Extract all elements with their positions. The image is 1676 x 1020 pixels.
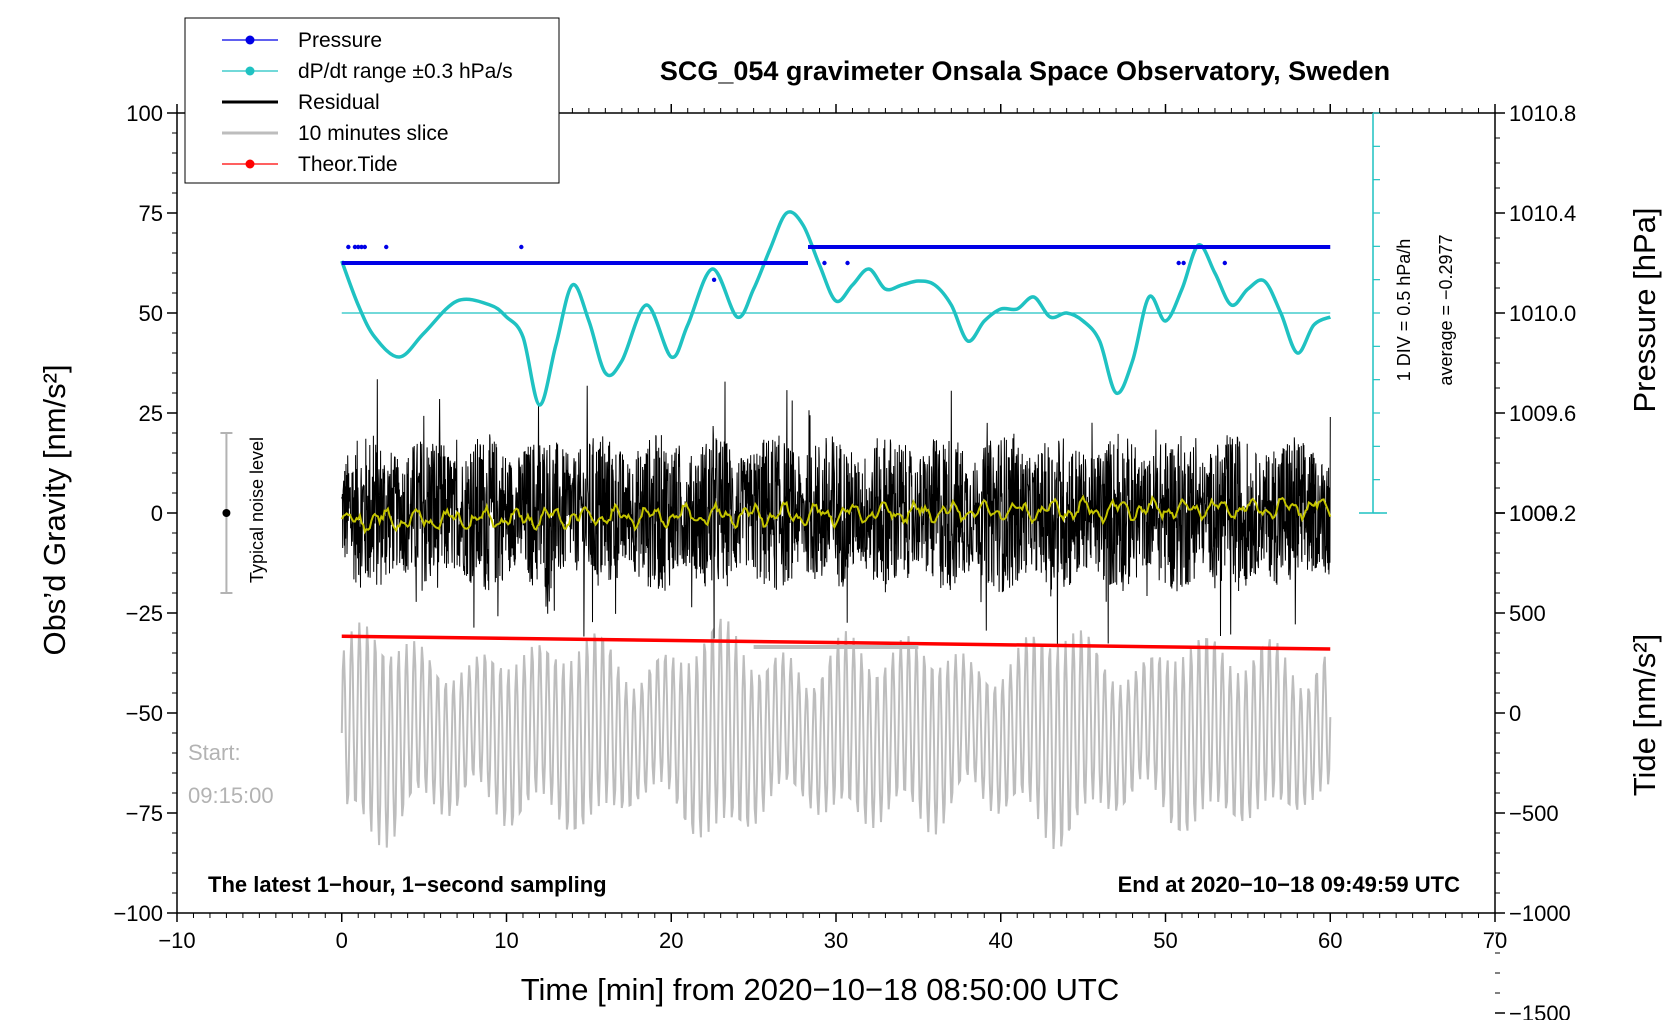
smoothed-residual-line: [340, 494, 1332, 535]
y-tick-label: 0: [151, 501, 163, 526]
y-tick-label: −75: [126, 801, 163, 826]
legend: Pressure dP/dt range ±0.3 hPa/s Residual 10…: [184, 17, 560, 184]
noise-bar-center: [222, 509, 231, 517]
end-time-note: End at 2020−10−18 09:49:59 UTC: [1118, 872, 1461, 897]
y-tick-label: 100: [126, 101, 163, 126]
tide-tick-label: −1000: [1509, 901, 1571, 926]
legend-label: 10 minutes slice: [298, 122, 449, 145]
tide-series-line: [341, 634, 1331, 651]
pressure-point: [1181, 260, 1186, 266]
legend-marker: [245, 35, 255, 45]
pressure-point: [822, 260, 827, 266]
slice-series-line: [340, 618, 1332, 849]
legend-marker: [245, 159, 255, 169]
y-tick-label: 75: [139, 201, 163, 226]
pressure-point: [845, 260, 850, 266]
pressure-tick-label: 1010.0: [1509, 301, 1576, 326]
scale-average-note: average = −0.2977: [1436, 234, 1456, 385]
start-label: Start:: [188, 740, 241, 765]
x-tick-label: 50: [1153, 928, 1177, 953]
legend-label: Residual: [298, 91, 380, 114]
pressure-point: [362, 244, 368, 250]
pressure-point: [352, 244, 358, 250]
x-tick-label: 30: [824, 928, 848, 953]
x-tick-label: 10: [494, 928, 518, 953]
y-tick-label: −100: [113, 901, 163, 926]
tide-tick-label: 500: [1509, 601, 1546, 626]
sampling-note: The latest 1−hour, 1−second sampling: [208, 872, 607, 897]
tide-tick-label: −500: [1509, 801, 1559, 826]
y-axis-label-left: Obs’d Gravity [nm/s²]: [37, 364, 72, 655]
x-tick-label: 60: [1318, 928, 1342, 953]
y-axis-label-tide: Tide [nm/s²]: [1627, 634, 1662, 797]
pressure-point: [356, 244, 361, 250]
pressure-point: [1176, 260, 1181, 266]
pressure-tick-label: 1009.6: [1509, 401, 1576, 426]
scale-div-note: 1 DIV = 0.5 hPa/h: [1394, 239, 1414, 382]
residual-series-line: [341, 379, 1331, 647]
legend-label: Pressure: [298, 29, 382, 52]
x-axis-label: Time [min] from 2020−10−18 08:50:00 UTC: [521, 972, 1120, 1007]
y-axis-label-pressure: Pressure [hPa]: [1627, 207, 1662, 412]
pressure-tick-label: 1010.4: [1509, 201, 1576, 226]
x-tick-label: 20: [659, 928, 683, 953]
x-tick-label: 40: [989, 928, 1013, 953]
pressure-tick-label: 1009.2: [1509, 501, 1576, 526]
pressure-point: [359, 244, 364, 250]
axes-layer: −10 0 10 20 30 40 50 60 701007550250−25−50−75−10…: [113, 101, 1576, 1020]
legend-label: Theor.Tide: [298, 153, 398, 176]
x-tick-label: 0: [336, 928, 348, 953]
legend-label: dP/dt range ±0.3 hPa/s: [298, 60, 513, 83]
legend-marker: [245, 66, 255, 76]
start-time: 09:15:00: [188, 783, 274, 808]
pressure-point: [384, 244, 389, 250]
x-tick-label: −10: [158, 928, 195, 953]
chart-title: SCG_054 gravimeter Onsala Space Observat…: [660, 56, 1390, 86]
y-tick-label: −25: [126, 601, 163, 626]
tide-tick-label: 1000: [1509, 501, 1558, 526]
series-layer: [220, 112, 1387, 849]
dpdt-series-line: [340, 210, 1332, 407]
noise-level-label: Typical noise level: [247, 437, 267, 583]
tide-tick-label: 0: [1509, 701, 1521, 726]
x-tick-label: 70: [1483, 928, 1507, 953]
pressure-point: [1222, 260, 1228, 266]
tide-tick-label: −1500: [1509, 1001, 1571, 1020]
pressure-tick-label: 1010.8: [1509, 101, 1576, 126]
y-tick-label: 25: [139, 401, 163, 426]
pressure-point: [346, 244, 351, 250]
pressure-point: [519, 244, 524, 250]
pressure-point: [711, 277, 717, 282]
y-tick-label: 50: [139, 301, 163, 326]
y-tick-label: −50: [126, 701, 163, 726]
